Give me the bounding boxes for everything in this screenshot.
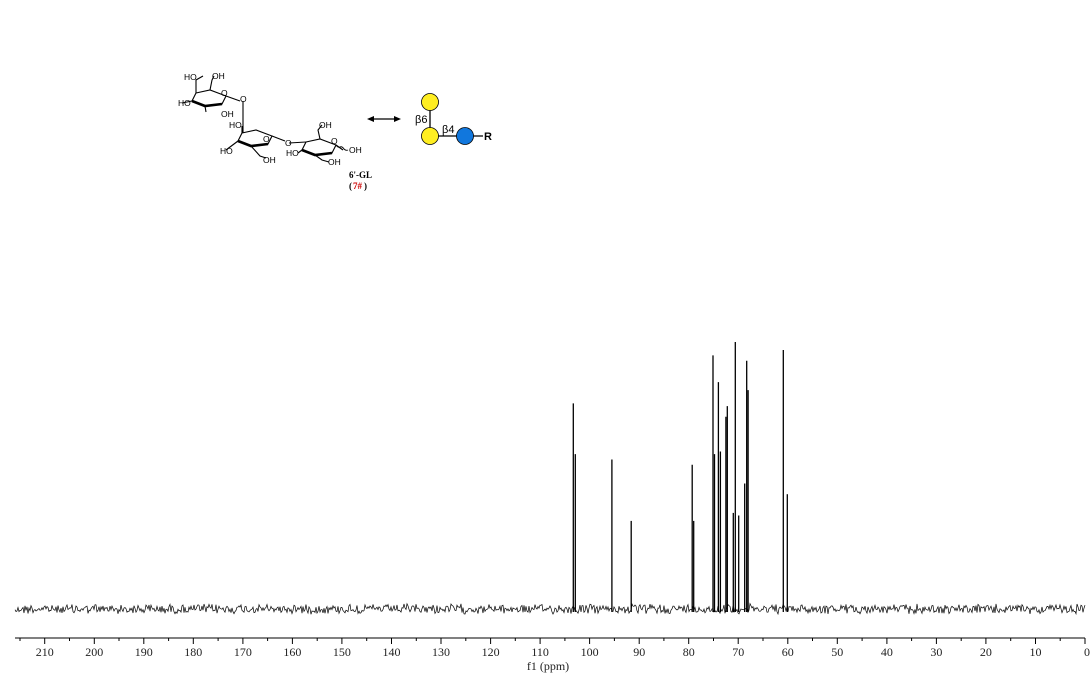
linkage-label-b4: β4 — [442, 124, 454, 136]
tick-label-200: 200 — [85, 645, 103, 659]
tick-label-80: 80 — [683, 645, 695, 659]
atom-label-ho-1: HO — [184, 72, 197, 82]
baseline-noise — [14, 602, 1086, 616]
peaks — [572, 342, 788, 612]
structure-labels: HO OH HO OH O O HO O HO OH O OH O HO OH … — [178, 71, 372, 191]
tick-label-60: 60 — [782, 645, 794, 659]
atom-label-oh-2: OH — [221, 109, 234, 119]
atom-label-bridge-o-2: O — [285, 138, 292, 148]
tick-label-170: 170 — [234, 645, 252, 659]
anomeric-wavy-bond — [335, 144, 349, 151]
tick-label-30: 30 — [930, 645, 942, 659]
baseline-noise-trace — [14, 602, 1086, 616]
atom-label-ring-o-3: O — [331, 136, 338, 146]
reducing-end-label: R — [484, 131, 492, 143]
compound-name: 6'-GL — [349, 170, 372, 180]
atom-label-oh-4: OH — [319, 120, 332, 130]
tick-label-110: 110 — [531, 645, 549, 659]
atom-label-anomeric-oh: OH — [349, 145, 362, 155]
tick-label-180: 180 — [184, 645, 202, 659]
ring-c-front-bond — [301, 148, 333, 157]
tick-label-10: 10 — [1030, 645, 1042, 659]
glucose-icon — [456, 127, 474, 145]
galactose-middle-icon — [421, 127, 439, 145]
compound-number-open-paren: ( — [349, 181, 352, 191]
tick-label-90: 90 — [633, 645, 645, 659]
tick-label-40: 40 — [881, 645, 893, 659]
atom-label-bridge-o-1: O — [240, 94, 247, 104]
tick-label-120: 120 — [482, 645, 500, 659]
tick-label-190: 190 — [135, 645, 153, 659]
tick-label-100: 100 — [581, 645, 599, 659]
atom-label-ho-3: HO — [229, 120, 242, 130]
tick-label-50: 50 — [831, 645, 843, 659]
atom-label-ring-o-2: O — [263, 134, 270, 144]
compound-number-close-paren: ) — [364, 181, 367, 191]
tick-label-160: 160 — [283, 645, 301, 659]
atom-label-oh-5: OH — [328, 157, 341, 167]
ring-a-substituents — [181, 75, 241, 113]
double-headed-arrow-icon — [367, 116, 401, 122]
tick-label-20: 20 — [980, 645, 992, 659]
atom-label-ho-4: HO — [220, 146, 233, 156]
tick-label-130: 130 — [432, 645, 450, 659]
ring-a-front-bond — [191, 99, 223, 108]
atom-label-ring-o-1: O — [221, 88, 228, 98]
tick-label-70: 70 — [732, 645, 744, 659]
galactose-top-icon — [421, 93, 439, 111]
tick-label-140: 140 — [383, 645, 401, 659]
tick-label-210: 210 — [36, 645, 54, 659]
atom-label-ho-2: HO — [178, 98, 191, 108]
atom-label-oh-1: OH — [212, 71, 225, 81]
atom-label-oh-3: OH — [263, 155, 276, 165]
ring-c-substituents — [288, 124, 344, 163]
atom-label-ho-5: HO — [286, 148, 299, 158]
tick-label-150: 150 — [333, 645, 351, 659]
ring-b-substituents — [225, 101, 286, 159]
chemical-structure — [181, 75, 349, 163]
compound-number: 7# — [353, 181, 363, 191]
x-axis-ticks: 210 200 190 180 170 160 150 140 130 120 110 100 90 80… — [19, 638, 1090, 659]
linkage-label-b6: β6 — [415, 114, 427, 126]
x-axis-title: f1 (ppm) — [527, 659, 569, 673]
tick-label-0: 0 — [1084, 645, 1090, 659]
glycan-symbol: β6 β4 R — [415, 93, 492, 145]
